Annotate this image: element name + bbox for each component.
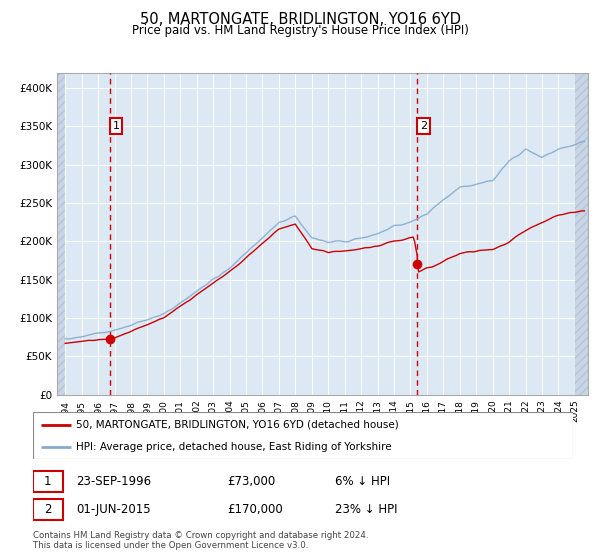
Text: 2: 2 (44, 503, 52, 516)
Text: Contains HM Land Registry data © Crown copyright and database right 2024.
This d: Contains HM Land Registry data © Crown c… (33, 531, 368, 550)
Bar (57, 73, 65, 395)
Text: £170,000: £170,000 (227, 503, 283, 516)
Text: £73,000: £73,000 (227, 475, 275, 488)
Text: 50, MARTONGATE, BRIDLINGTON, YO16 6YD (detached house): 50, MARTONGATE, BRIDLINGTON, YO16 6YD (d… (76, 420, 399, 430)
Text: 23% ↓ HPI: 23% ↓ HPI (335, 503, 398, 516)
Text: 01-JUN-2015: 01-JUN-2015 (76, 503, 151, 516)
FancyBboxPatch shape (33, 412, 573, 459)
FancyBboxPatch shape (33, 499, 63, 520)
Text: 50, MARTONGATE, BRIDLINGTON, YO16 6YD: 50, MARTONGATE, BRIDLINGTON, YO16 6YD (139, 12, 461, 27)
Text: Price paid vs. HM Land Registry's House Price Index (HPI): Price paid vs. HM Land Registry's House … (131, 24, 469, 37)
Text: 23-SEP-1996: 23-SEP-1996 (76, 475, 151, 488)
Text: 1: 1 (113, 121, 119, 131)
FancyBboxPatch shape (33, 470, 63, 492)
Bar (575, 73, 588, 395)
Text: 1: 1 (44, 475, 52, 488)
Text: 2: 2 (420, 121, 427, 131)
Text: HPI: Average price, detached house, East Riding of Yorkshire: HPI: Average price, detached house, East… (76, 442, 392, 452)
Text: 6% ↓ HPI: 6% ↓ HPI (335, 475, 391, 488)
